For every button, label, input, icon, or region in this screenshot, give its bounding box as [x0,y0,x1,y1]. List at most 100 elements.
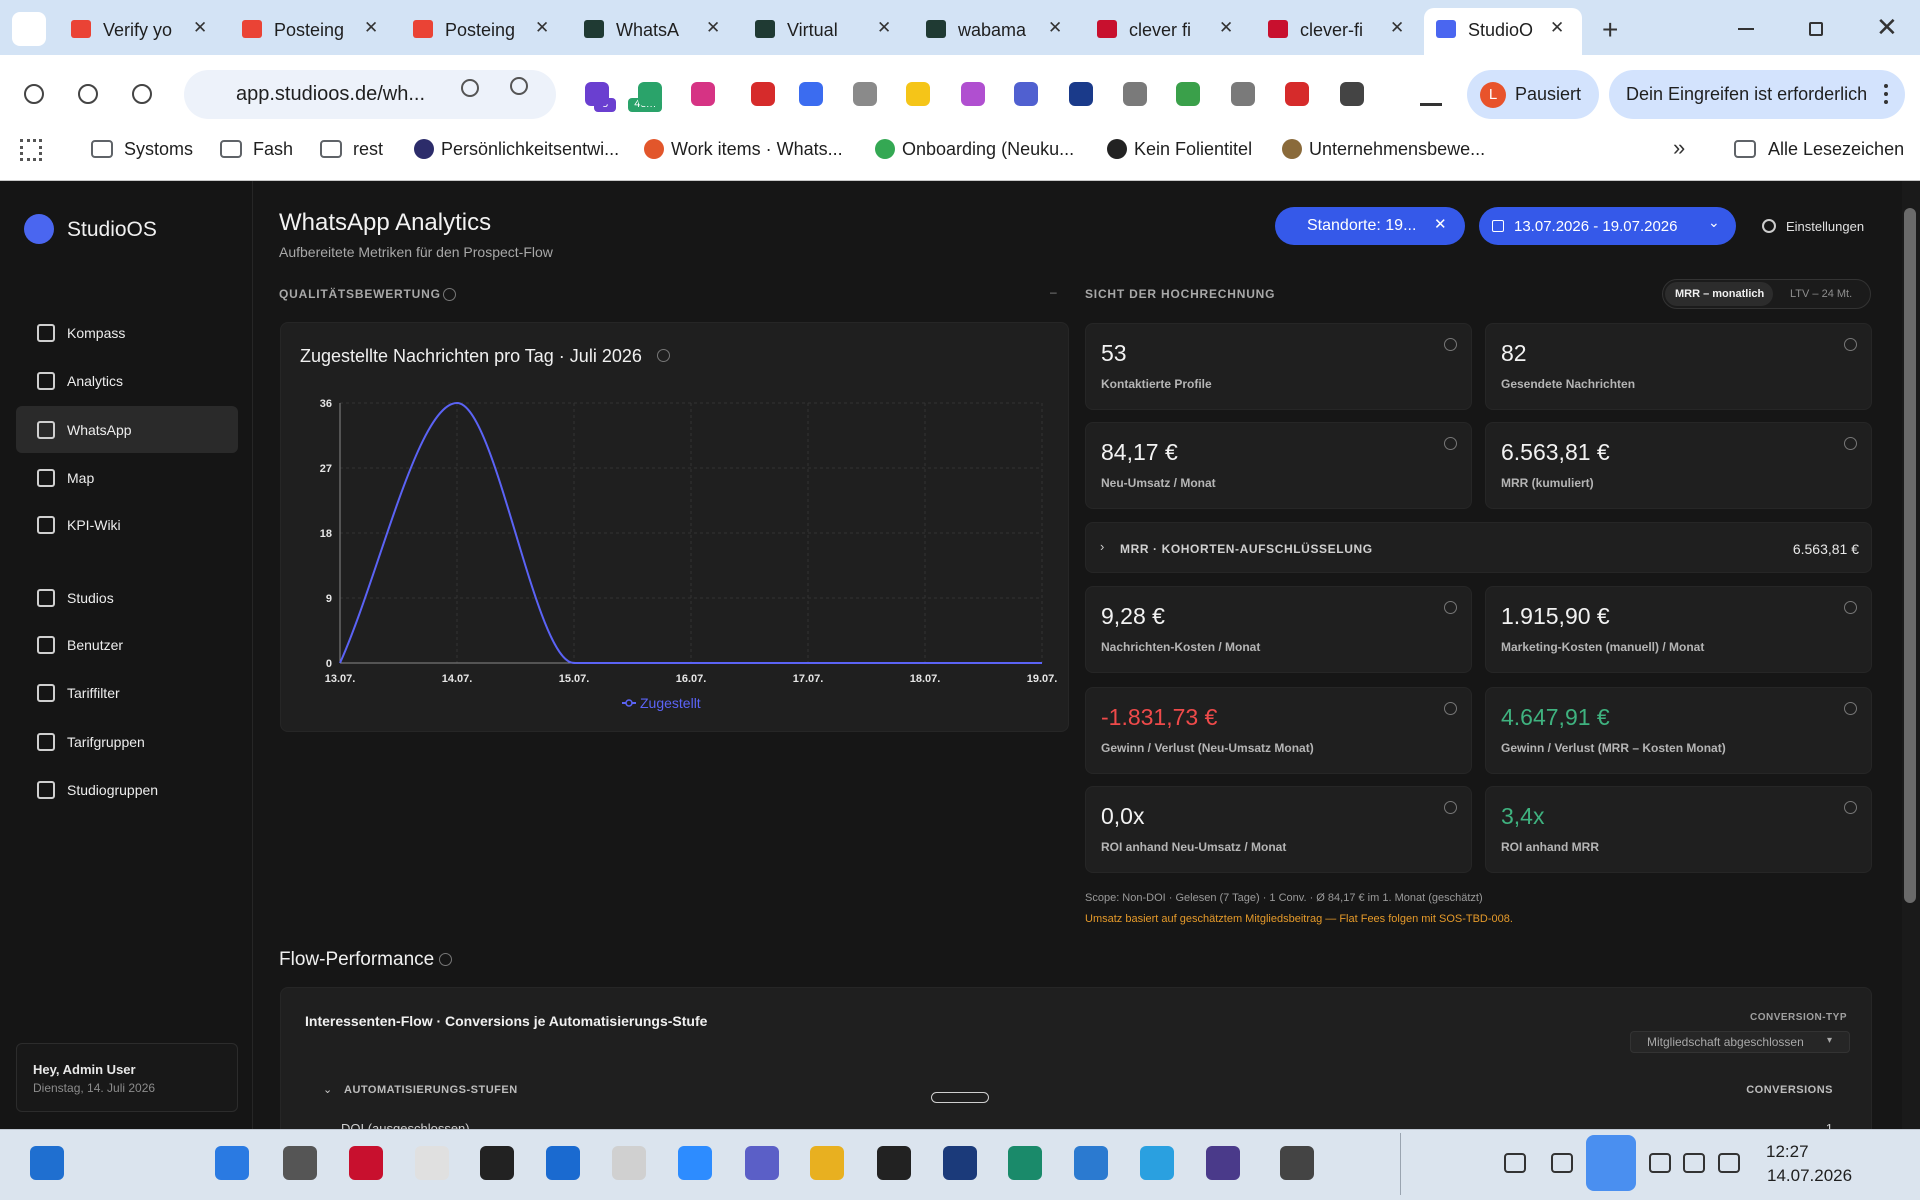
tab-title[interactable]: Verify yo [103,20,173,40]
taskbar-icon[interactable] [1280,1146,1314,1180]
nav-item[interactable]: Benutzer [67,637,124,653]
taskbar-icon[interactable] [877,1146,911,1180]
info-icon[interactable] [439,953,452,966]
tray-icon[interactable] [1683,1153,1705,1173]
nav-item[interactable]: Map [67,470,95,486]
extension-icon[interactable] [799,82,823,106]
extension-icon[interactable] [1285,82,1309,106]
nav-item[interactable]: KPI-Wiki [67,517,121,533]
nav-item[interactable]: Studios [67,590,114,606]
tab-close[interactable]: ✕ [1390,18,1405,37]
location-filter[interactable] [1275,207,1465,245]
taskbar-icon[interactable] [1206,1146,1240,1180]
apps-icon[interactable] [20,139,42,161]
info-icon[interactable] [1444,801,1457,814]
tab-title[interactable]: StudioO [1468,20,1534,40]
info-icon[interactable] [1844,437,1857,450]
tray-icon[interactable] [1504,1153,1526,1173]
extension-icon[interactable] [1069,82,1093,106]
more-bookmarks[interactable]: » [1673,135,1686,160]
tab-close[interactable]: ✕ [1219,18,1234,37]
tab-title[interactable]: WhatsA [616,20,680,40]
tray-icon[interactable] [1551,1153,1573,1173]
nav-button[interactable] [132,84,152,104]
info-icon[interactable] [1444,437,1457,450]
extension-icon[interactable] [853,82,877,106]
bookmark[interactable]: Unternehmensbewe... [1309,139,1486,159]
nav-item[interactable]: Studiogruppen [67,782,159,798]
extension-icon[interactable] [585,82,609,106]
taskbar-icon[interactable] [678,1146,712,1180]
info-icon[interactable] [1444,601,1457,614]
info-icon[interactable] [1844,601,1857,614]
tab-close[interactable]: ✕ [1550,18,1565,37]
collapse[interactable]: – [1050,285,1057,299]
nav-item[interactable]: Kompass [67,325,126,341]
nav-button[interactable] [24,84,44,104]
info-icon[interactable] [1844,801,1857,814]
taskbar-icon[interactable] [1008,1146,1042,1180]
tray-icon[interactable] [1649,1153,1671,1173]
taskbar-icon[interactable] [1140,1146,1174,1180]
extension-icon[interactable] [1231,82,1255,106]
toolbar-icon[interactable] [461,79,479,97]
info-icon[interactable] [443,288,456,301]
bookmark[interactable]: Onboarding (Neuku... [902,139,1075,159]
menu-icon[interactable] [1884,84,1888,104]
info-icon[interactable] [1444,702,1457,715]
alert-button[interactable] [1609,70,1905,119]
mic-button[interactable] [1586,1135,1636,1191]
scroll-handle[interactable] [931,1092,989,1103]
tab-title[interactable]: Posteing [274,20,345,40]
cohort-bar[interactable]: › MRR · KOHORTEN-AUFSCHLÜSSELUNG 6.563,8… [1085,522,1872,573]
bookmark[interactable]: Kein Folientitel [1134,139,1253,159]
bookmark[interactable]: Systoms [124,139,194,159]
date-range[interactable] [1479,207,1736,245]
tab-close[interactable]: ✕ [1048,18,1063,37]
download-icon[interactable] [1420,82,1442,106]
tab-search[interactable] [12,12,46,46]
extension-icon[interactable] [906,82,930,106]
extension-icon[interactable] [691,82,715,106]
extension-icon[interactable] [638,82,662,106]
tab-title[interactable]: wabama [958,20,1027,40]
taskbar-icon[interactable] [745,1146,779,1180]
address-bar[interactable] [184,70,556,119]
tab-title[interactable]: clever-fi [1300,20,1364,40]
taskbar-icon[interactable] [349,1146,383,1180]
extension-icon[interactable] [1340,82,1364,106]
taskbar-icon[interactable] [415,1146,449,1180]
taskbar-icon[interactable] [480,1146,514,1180]
bookmark[interactable]: Work items · Whats... [671,139,843,159]
taskbar-icon[interactable] [1074,1146,1108,1180]
taskbar-icon[interactable] [612,1146,646,1180]
bookmark[interactable]: Alle Lesezeichen [1768,139,1905,159]
tab-close[interactable]: ✕ [877,18,892,37]
bookmark[interactable]: Fash [253,139,294,159]
info-icon[interactable] [1844,702,1857,715]
taskbar-icon[interactable] [943,1146,977,1180]
scrollbar-thumb[interactable] [1904,208,1916,903]
toggle-option[interactable]: MRR – monatlich [1675,288,1765,300]
extension-icon[interactable] [1123,82,1147,106]
tab-close[interactable]: ✕ [535,18,550,37]
tab-close[interactable]: ✕ [706,18,721,37]
extension-icon[interactable] [1176,82,1200,106]
bookmark[interactable]: Persönlichkeitsentwi... [441,139,620,159]
minimize[interactable] [1738,28,1754,30]
info-icon[interactable] [1444,338,1457,351]
taskbar-icon[interactable] [810,1146,844,1180]
new-tab[interactable]: + [1602,14,1619,45]
restore[interactable] [1809,22,1823,36]
info-icon[interactable] [657,349,670,362]
tray-icon[interactable] [1718,1153,1740,1173]
info-icon[interactable] [1844,338,1857,351]
settings[interactable]: Einstellungen [1786,219,1865,234]
extension-icon[interactable] [961,82,985,106]
nav-item[interactable]: Tariffilter [67,685,120,701]
tab-title[interactable]: Posteing [445,20,516,40]
conversion-type-select[interactable] [1630,1031,1850,1053]
taskbar-icon[interactable] [283,1146,317,1180]
taskbar-icon[interactable] [30,1146,64,1180]
nav-item[interactable]: Analytics [67,373,124,389]
